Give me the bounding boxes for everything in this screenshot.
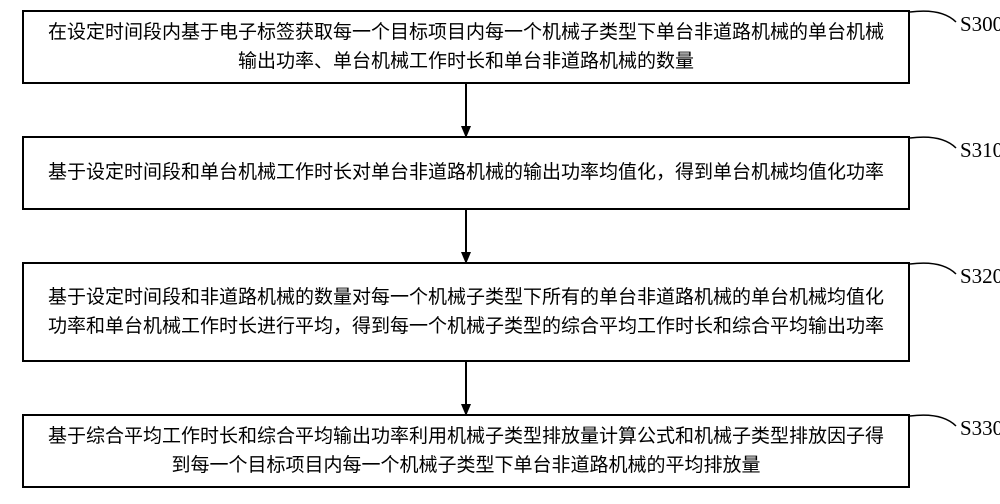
flow-node-s320: 基于设定时间段和非道路机械的数量对每一个机械子类型下所有的单台非道路机械的单台机…: [22, 262, 910, 362]
flow-node-text: 基于综合平均工作时长和综合平均输出功率利用机械子类型排放量计算公式和机械子类型排…: [42, 422, 890, 481]
step-callout-s300: [910, 11, 956, 22]
flow-node-s330: 基于综合平均工作时长和综合平均输出功率利用机械子类型排放量计算公式和机械子类型排…: [22, 414, 910, 488]
step-label-s330: S330: [960, 416, 1000, 441]
step-callout-s310: [910, 137, 956, 148]
flow-node-text: 基于设定时间段和非道路机械的数量对每一个机械子类型下所有的单台非道路机械的单台机…: [42, 283, 890, 342]
step-callout-s320: [910, 263, 956, 274]
step-label-s300: S300: [960, 12, 1000, 37]
step-label-s310: S310: [960, 138, 1000, 163]
flowchart-canvas: 在设定时间段内基于电子标签获取每一个目标项目内每一个机械子类型下单台非道路机械的…: [0, 0, 1000, 504]
flow-node-text: 在设定时间段内基于电子标签获取每一个目标项目内每一个机械子类型下单台非道路机械的…: [42, 18, 890, 77]
step-callout-s330: [910, 415, 956, 426]
flow-node-s300: 在设定时间段内基于电子标签获取每一个目标项目内每一个机械子类型下单台非道路机械的…: [22, 10, 910, 84]
flow-node-s310: 基于设定时间段和单台机械工作时长对单台非道路机械的输出功率均值化，得到单台机械均…: [22, 136, 910, 210]
flow-node-text: 基于设定时间段和单台机械工作时长对单台非道路机械的输出功率均值化，得到单台机械均…: [42, 158, 890, 187]
step-label-s320: S320: [960, 264, 1000, 289]
